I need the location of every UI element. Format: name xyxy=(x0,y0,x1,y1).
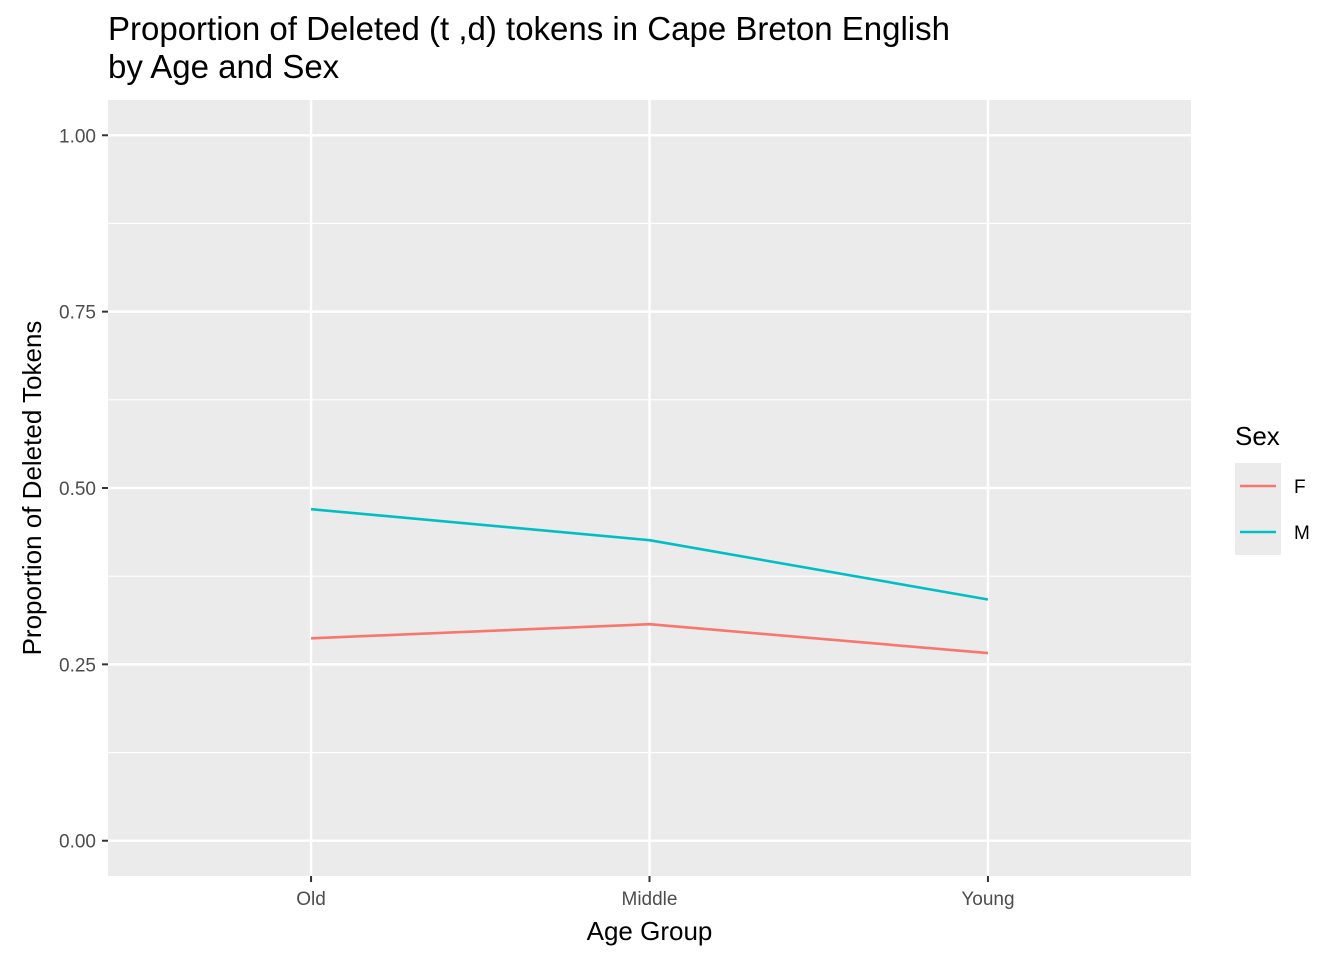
series-line-f xyxy=(311,622,989,655)
x-axis: Old Middle Young xyxy=(296,876,1015,910)
series-lines xyxy=(310,507,989,655)
x-axis-title: Age Group xyxy=(587,916,713,946)
grid-major xyxy=(108,100,1191,876)
y-axis: 0.00 0.25 0.50 0.75 1.00 xyxy=(59,126,108,853)
x-tick-label: Old xyxy=(296,889,326,910)
y-tick-label: 0.00 xyxy=(59,832,96,853)
y-tick-label: 1.00 xyxy=(59,126,96,147)
chart-title-line-1: Proportion of Deleted (t ,d) tokens in C… xyxy=(108,10,950,47)
x-tick-label: Young xyxy=(961,889,1014,910)
y-tick-label: 0.75 xyxy=(59,303,96,324)
legend-label-m: M xyxy=(1294,523,1310,544)
legend-title: Sex xyxy=(1235,421,1280,451)
legend: Sex FM xyxy=(1235,421,1310,555)
y-axis-title: Proportion of Deleted Tokens xyxy=(17,321,47,656)
y-tick-label: 0.50 xyxy=(59,479,96,500)
legend-items: FM xyxy=(1235,463,1310,555)
y-tick-label: 0.25 xyxy=(59,655,96,676)
x-tick-label: Middle xyxy=(622,889,678,910)
chart-title-line-2: by Age and Sex xyxy=(108,48,340,85)
series-line-m xyxy=(310,507,989,601)
legend-label-f: F xyxy=(1294,477,1306,498)
